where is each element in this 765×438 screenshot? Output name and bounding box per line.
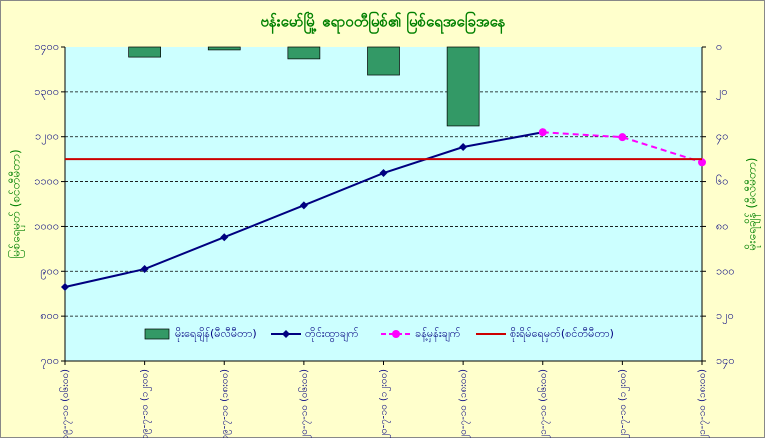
- y2-tick-label: ၁၂၀: [716, 309, 734, 324]
- legend-label: ခန့်မှန်းချက်: [415, 327, 461, 342]
- marker: [538, 128, 547, 137]
- x-tick-label: ၁၉-၇-၁၀ (၀၆း၀၀): [58, 369, 73, 438]
- y-tick-label: ၁၂၀၀: [35, 130, 59, 145]
- x-tick-label: ၁၉-၇-၁၀ (၁၈း၀၀): [219, 369, 232, 438]
- marker: [220, 233, 229, 242]
- y-tick-label: ၇၀၀: [40, 354, 59, 369]
- legend-marker: [282, 330, 290, 338]
- y2-tick-label: ၈၀: [716, 219, 728, 232]
- x-tick-label: ၂၁-၇-၁၀ (၁၈း၀၀): [697, 369, 710, 438]
- y2-tick-label: ၂၀: [716, 85, 728, 100]
- y-axis-label: မြစ်ရေမှတ် (စင်တီမီတာ): [7, 149, 26, 258]
- x-tick-label: ၂၀-၇-၁၀ (၀၆း၀၀): [297, 369, 312, 438]
- bar: [287, 46, 321, 60]
- y2-tick-label: ၄၀: [716, 130, 728, 145]
- x-tick-label: ၂၁-၇-၁၀ (၁၂း၀၀): [617, 369, 630, 438]
- marker: [140, 265, 149, 274]
- y2-tick-label: ၁၀၀: [716, 264, 735, 277]
- y-tick-label: ၁၄၀၀: [34, 40, 59, 55]
- marker: [618, 133, 627, 142]
- plot-area: [65, 47, 702, 361]
- legend-label: တိုင်းထွာချက်: [305, 327, 359, 342]
- line: [542, 131, 703, 164]
- bar: [446, 46, 480, 127]
- y2-tick-label: ၆၀: [716, 175, 728, 188]
- y2-tick-label: ၀: [716, 40, 722, 53]
- y-tick-label: ၁၀၀၀: [34, 219, 59, 232]
- y-tick-label: ၉၀၀: [40, 264, 59, 279]
- x-tick-label: ၁၉-၇-၁၀ (၁၂း၀၀): [140, 369, 153, 438]
- marker: [61, 282, 69, 291]
- legend-label: မိုးရေချိန်(မီလီမီတာ): [175, 327, 257, 342]
- marker: [698, 158, 706, 167]
- bar: [128, 46, 161, 58]
- marker: [459, 143, 468, 152]
- marker: [379, 169, 388, 178]
- y2-tick-label: ၁၄၀: [716, 354, 735, 369]
- x-tick-label: ၂၁-၇-၁၀ (၀၆း၀၀): [536, 369, 551, 438]
- legend-marker: [392, 330, 400, 338]
- bar: [367, 46, 400, 76]
- y-tick-label: ၁၃၀၀: [34, 85, 59, 100]
- x-tick-label: ၂၀-၇-၁၀ (၁၈း၀၀): [458, 369, 471, 438]
- x-tick-label: ၂၀-၇-၁၀ (၁၂း၀၀): [379, 369, 392, 438]
- bar: [207, 46, 241, 51]
- y-tick-label: ၈၀၀: [40, 309, 59, 322]
- legend-swatch: [144, 328, 170, 340]
- legend-label: စိုးရိမ်ရေမှတ်(စင်တီမီတာ): [510, 327, 614, 342]
- y2-axis-label: မိုးရေချိန် (မီလီမီတာ): [744, 158, 762, 251]
- y-tick-label: ၁၁၀၀: [34, 175, 59, 188]
- marker: [299, 201, 308, 210]
